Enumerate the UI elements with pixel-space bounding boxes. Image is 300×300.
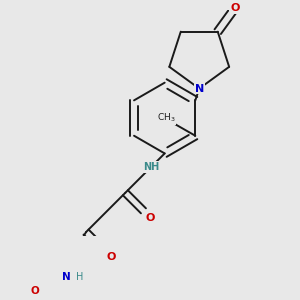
Text: O: O <box>146 213 155 223</box>
Text: O: O <box>31 286 39 296</box>
Text: NH: NH <box>143 162 159 172</box>
Text: N: N <box>62 272 71 282</box>
Text: H: H <box>76 272 84 282</box>
Text: O: O <box>106 252 116 262</box>
Text: O: O <box>230 3 240 13</box>
Text: CH$_3$: CH$_3$ <box>157 112 175 124</box>
Text: N: N <box>195 84 204 94</box>
